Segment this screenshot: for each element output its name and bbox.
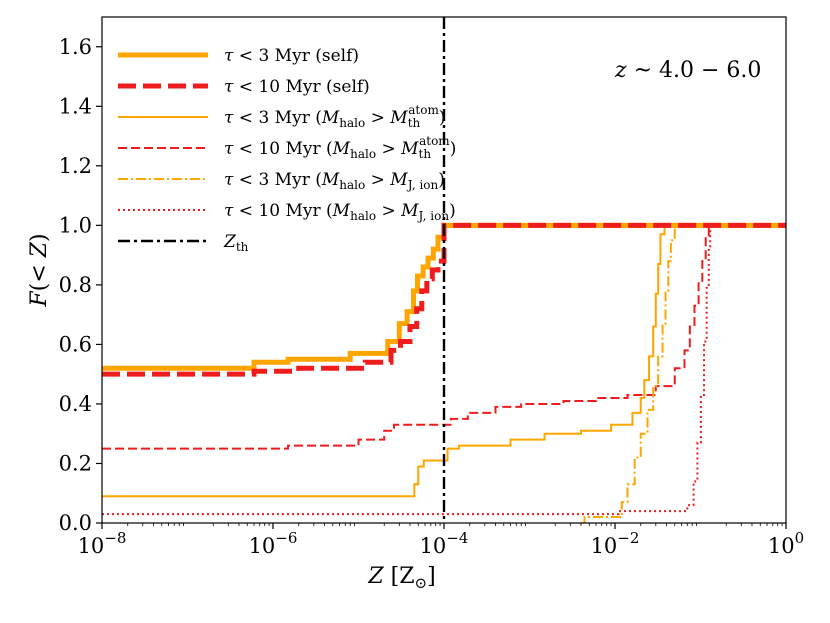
y-tick-label-8: 1.6 (59, 35, 92, 59)
y-tick-label-1: 0.2 (59, 451, 92, 475)
legend-label-tau10-atom: τ < 10 Myr (Mhalo > Mthatom) (224, 134, 456, 161)
y-tick-label-0: 0.0 (59, 511, 92, 535)
y-tick-label-3: 0.6 (59, 332, 92, 356)
series-line-4 (580, 224, 786, 523)
series-line-2 (102, 224, 786, 498)
x-tick-label-2: 10−4 (420, 529, 469, 558)
x-tick-label-1: 10−6 (249, 529, 298, 558)
y-axis-label: F(< Z) (27, 233, 52, 307)
x-tick-label-4: 100 (768, 529, 804, 558)
series-layer (102, 222, 786, 523)
legend-label-tau3-atom: τ < 3 Myr (Mhalo > Mthatom) (224, 103, 446, 130)
y-tick-label-5: 1.0 (59, 213, 92, 237)
series-line-1 (102, 222, 786, 377)
x-tick-label-0: 10−8 (78, 529, 127, 558)
legend-label-tau10-jion: τ < 10 Myr (Mhalo > MJ, ion) (224, 201, 456, 223)
y-tick-label-7: 1.4 (59, 94, 92, 118)
legend-label-zth: Zth (223, 232, 249, 254)
series-line-3 (102, 224, 786, 450)
redshift-annotation: z ~ 4.0 − 6.0 (614, 58, 761, 83)
legend: τ < 3 Myr (self) τ < 10 Myr (self) τ < 3… (118, 46, 456, 254)
y-tick-label-4: 0.8 (59, 273, 92, 297)
legend-label-tau3-jion: τ < 3 Myr (Mhalo > MJ, ion) (224, 170, 445, 192)
series-line-0 (102, 222, 786, 371)
x-axis-label: Z [Z⊙] (367, 564, 435, 592)
legend-label-tau10-self: τ < 10 Myr (self) (224, 77, 370, 97)
x-tick-label-3: 10−2 (591, 529, 640, 558)
tick-layer: 10−8 10−6 10−4 10−2 100 0.0 0.2 0.4 0.6 0.8 1.0 1.2… (59, 35, 805, 558)
y-tick-label-2: 0.4 (59, 392, 92, 416)
y-tick-label-6: 1.2 (59, 154, 92, 178)
legend-label-tau3-self: τ < 3 Myr (self) (224, 46, 359, 66)
